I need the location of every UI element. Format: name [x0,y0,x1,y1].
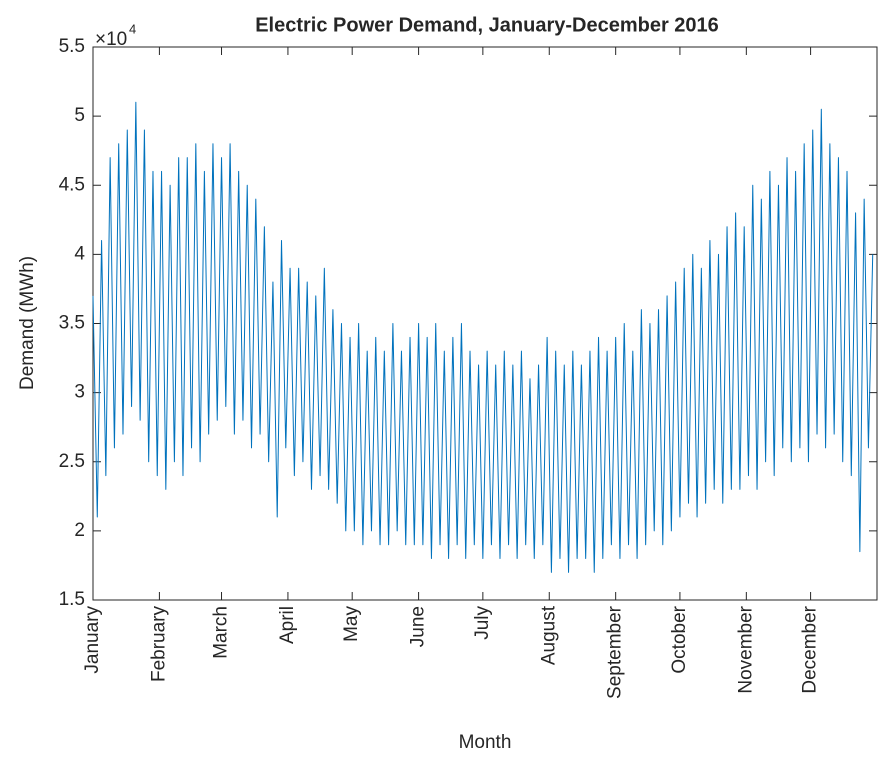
y-tick-label: 1.5 [59,589,85,610]
y-axis-label: Demand (MWh) [17,256,38,390]
y-tick-label: 2.5 [59,451,85,472]
x-tick-label: September [605,605,626,699]
y-tick-label: 5.5 [59,36,85,57]
x-tick-label: August [538,605,559,665]
y-tick-label: 3 [74,382,85,403]
y-tick-label: 4 [74,243,85,264]
x-tick-label: June [408,606,429,647]
y-tick-label: 4.5 [59,174,85,195]
y-multiplier-exponent: 4 [129,21,136,36]
y-tick-label: 5 [74,105,85,126]
y-multiplier: ×10 [95,29,127,50]
x-tick-label: December [800,605,821,693]
x-axis-label: Month [459,732,512,753]
demand-line [92,101,874,573]
x-tick-label: October [669,605,690,673]
x-tick-label: April [277,606,298,644]
y-tick-label: 3.5 [59,313,85,334]
x-tick-label: February [148,606,169,683]
x-tick-label: July [472,606,493,640]
x-tick-label: November [735,605,756,693]
chart-title: Electric Power Demand, January-December … [255,14,719,36]
y-tick-label: 2 [74,520,85,541]
x-tick-label: May [341,606,362,642]
x-tick-label: January [82,606,103,674]
x-tick-label: March [211,606,232,659]
